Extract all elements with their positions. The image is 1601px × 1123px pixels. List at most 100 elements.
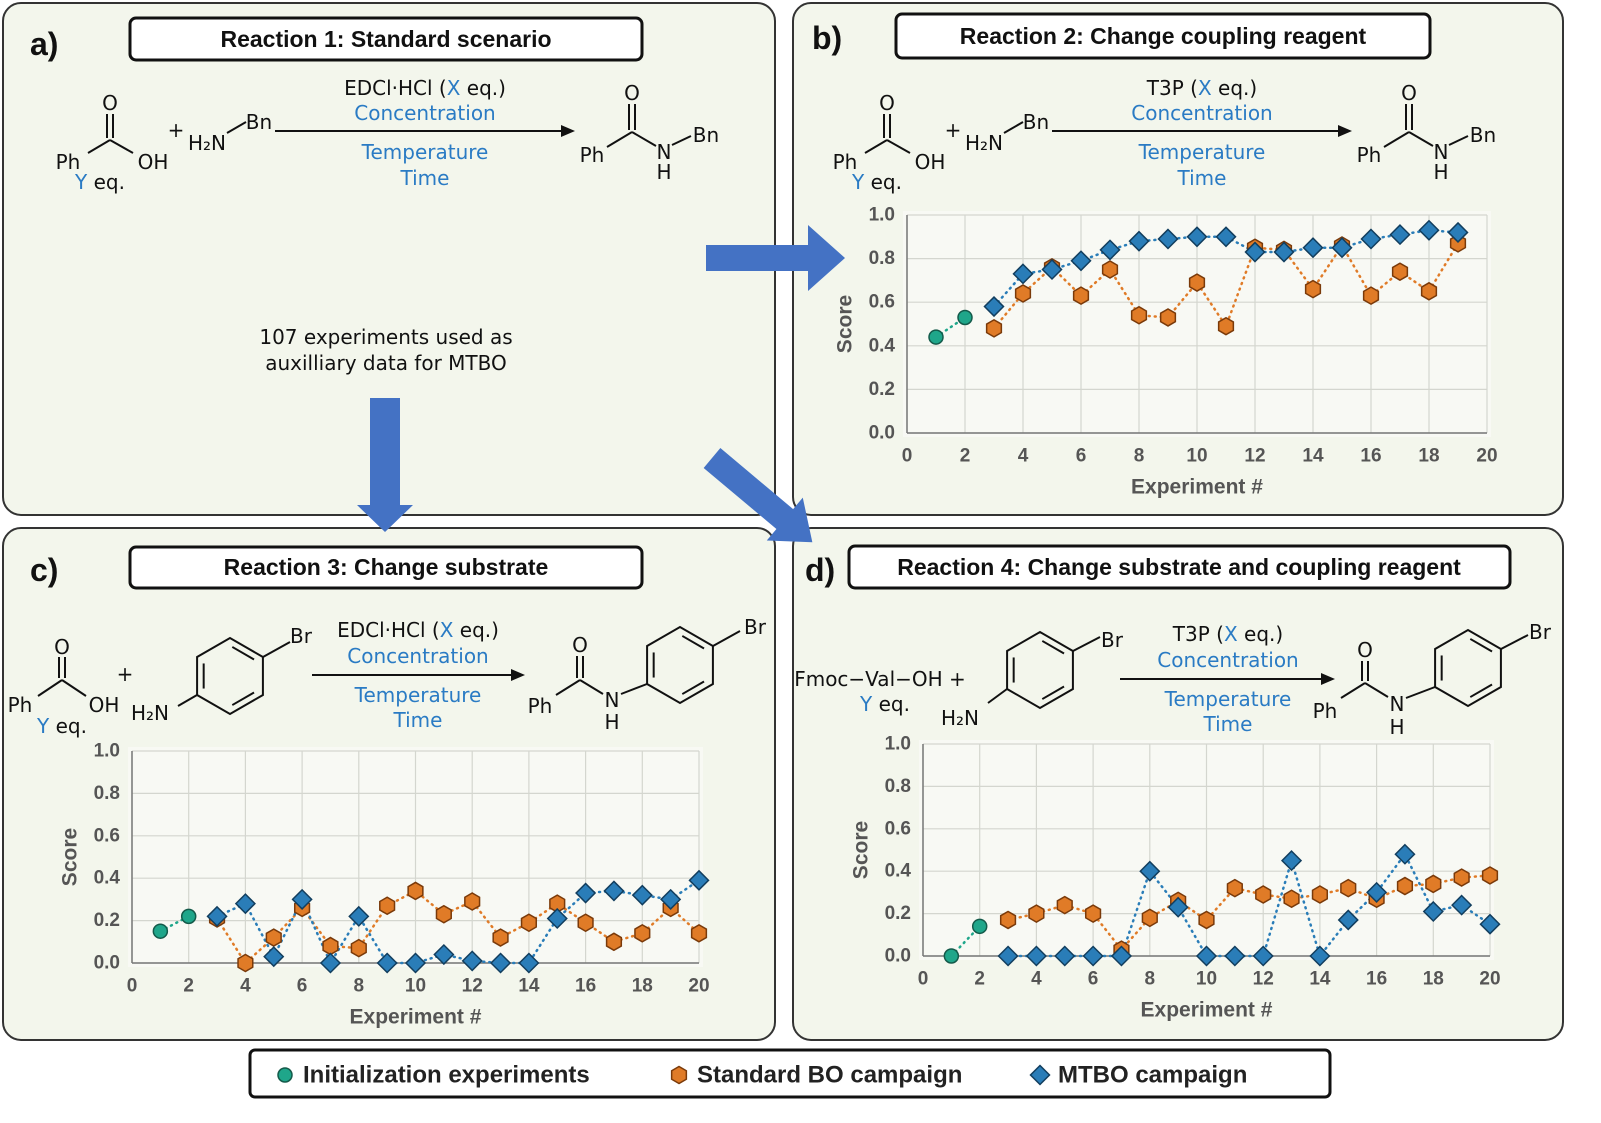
point	[350, 938, 367, 958]
condition: Temperature	[354, 683, 482, 707]
y-tick-label: 0.0	[94, 953, 120, 974]
point	[1188, 273, 1206, 292]
atom: Ph	[56, 150, 81, 174]
point	[492, 928, 509, 947]
point	[263, 946, 285, 968]
y-tick-label: 0.8	[885, 776, 911, 797]
panel-label: a)	[30, 26, 58, 62]
point	[690, 923, 708, 943]
bond	[579, 679, 604, 695]
point	[1447, 221, 1469, 244]
atom: Ph	[1357, 143, 1382, 167]
point	[1255, 885, 1272, 904]
reagent-part: T3P (	[1172, 622, 1224, 646]
atom: O	[102, 91, 118, 115]
atom: OH	[89, 693, 120, 717]
point	[1139, 860, 1161, 882]
ring	[1434, 628, 1502, 708]
condition: Temperature	[1138, 140, 1266, 164]
panel-label: d)	[805, 552, 835, 588]
bond	[1364, 682, 1389, 698]
arrow-head	[1338, 125, 1352, 137]
panel-title: Reaction 4: Change substrate and couplin…	[897, 554, 1461, 580]
x-tick-label: 4	[1031, 969, 1042, 990]
panel-title: Reaction 1: Standard scenario	[220, 26, 551, 52]
point	[1420, 281, 1438, 301]
condition: Temperature	[1164, 687, 1292, 711]
atom: O	[624, 81, 640, 105]
point	[1309, 945, 1331, 967]
reagent-part: X	[1198, 76, 1212, 100]
x-tick-label: 14	[518, 976, 540, 997]
bond	[671, 135, 692, 146]
x-tick-label: 4	[240, 976, 251, 997]
point	[1331, 237, 1353, 259]
point	[1215, 226, 1237, 248]
atom: H₂N	[965, 131, 1003, 155]
point	[1054, 945, 1076, 967]
y-tick-label: 0.4	[869, 335, 896, 356]
x-tick-label: 16	[1360, 446, 1381, 467]
condition: Concentration	[1157, 648, 1298, 672]
atom: +	[168, 118, 185, 142]
atom: Ph	[528, 694, 553, 718]
chart: 0.0 0.2 0.4 0.6 0.8 1.0 0 2 4 6 8 10 12 14 16 18 20 Exper…	[59, 741, 710, 1029]
point	[1198, 910, 1215, 930]
point	[234, 893, 256, 915]
atom: Fmoc−Val−OH +	[794, 667, 966, 691]
atom: Br	[1101, 628, 1124, 652]
point	[1028, 904, 1045, 923]
atom: N	[1390, 692, 1405, 716]
point	[1340, 878, 1357, 898]
point	[1012, 263, 1034, 285]
y-tick-label: 0.4	[94, 868, 121, 889]
point	[348, 905, 370, 927]
point	[1389, 224, 1411, 246]
reagent-part: EDCl·HCl (	[337, 618, 440, 642]
point	[983, 295, 1005, 318]
atom: Br	[1529, 620, 1552, 644]
legend-label: MTBO campaign	[1058, 1062, 1247, 1089]
equiv-part: eq.	[49, 714, 87, 738]
point	[1014, 284, 1032, 303]
x-tick-label: 8	[354, 976, 365, 997]
x-tick-label: 14	[1309, 969, 1331, 990]
reagent-part: eq.)	[1238, 622, 1284, 646]
point	[518, 952, 540, 974]
y-tick-label: 0.2	[869, 379, 895, 400]
point	[1252, 945, 1274, 967]
x-tick-label: 2	[183, 976, 194, 997]
arrow	[706, 225, 845, 291]
bond	[1408, 131, 1434, 147]
reagent-part: eq.)	[453, 618, 499, 642]
x-tick-label: 18	[1418, 446, 1439, 467]
condition: Concentration	[1131, 101, 1272, 125]
point	[971, 918, 988, 935]
bond	[1041, 640, 1065, 655]
point	[1481, 866, 1499, 885]
y-tick-label: 0.6	[94, 825, 120, 846]
condition: Concentration	[347, 644, 488, 668]
point	[1422, 900, 1444, 923]
point	[1195, 945, 1218, 967]
point	[1396, 876, 1414, 896]
legend-marker	[277, 1067, 293, 1083]
bond	[712, 630, 741, 647]
point	[957, 309, 973, 326]
point	[1283, 889, 1300, 909]
point	[180, 908, 197, 925]
legend-label: Initialization experiments	[303, 1062, 590, 1089]
reagent-part: EDCl·HCl (	[344, 76, 447, 100]
equiv: Y eq.	[74, 170, 125, 194]
bond	[1340, 682, 1366, 699]
point	[379, 896, 396, 916]
atom: N	[657, 140, 672, 164]
point	[1280, 850, 1303, 872]
arrow	[357, 398, 413, 532]
point	[1186, 226, 1208, 248]
series-line	[1006, 851, 1492, 959]
bond	[231, 691, 255, 706]
reagent: EDCl·HCl (X eq.)	[337, 618, 499, 642]
point	[1391, 262, 1409, 282]
